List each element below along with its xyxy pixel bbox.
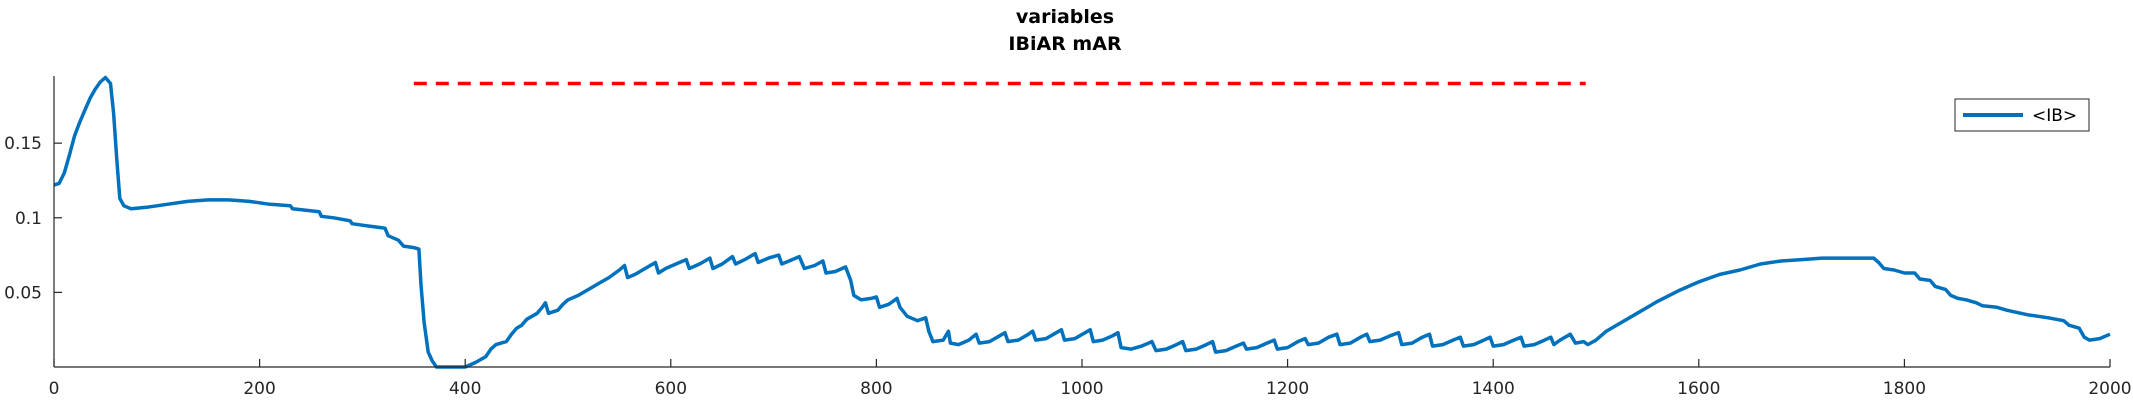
chart-title: variables IBiAR mAR	[1008, 6, 1122, 55]
x-tick-label: 1800	[1883, 379, 1926, 399]
x-tick-label: 800	[860, 379, 892, 399]
x-tick-label: 1600	[1677, 379, 1720, 399]
x-tick-label: 600	[655, 379, 687, 399]
x-tick-label: 1000	[1060, 379, 1103, 399]
axes: 0 200 400 600 800 1000 1200 1400 1600 1800 2000 0.0…	[4, 76, 2132, 399]
x-tick-label: 1400	[1472, 379, 1515, 399]
x-tick-label: 200	[243, 379, 275, 399]
y-tick-label: 0.05	[4, 283, 42, 303]
x-tick-label: 2000	[2088, 379, 2131, 399]
y-tick-label: 0.1	[15, 209, 42, 229]
legend: <IB>	[1954, 98, 2090, 132]
chart-title-line-2: IBiAR mAR	[1008, 33, 1122, 55]
y-tick-label: 0.15	[4, 134, 42, 154]
x-tick-label: 400	[449, 379, 481, 399]
x-tick-label: 1200	[1266, 379, 1309, 399]
legend-entry-label: <IB>	[2032, 106, 2077, 126]
series-group	[53, 75, 2111, 369]
chart-title-line-1: variables	[1016, 6, 1114, 28]
series-line-ib	[53, 75, 2111, 369]
x-tick-label: 0	[49, 379, 60, 399]
